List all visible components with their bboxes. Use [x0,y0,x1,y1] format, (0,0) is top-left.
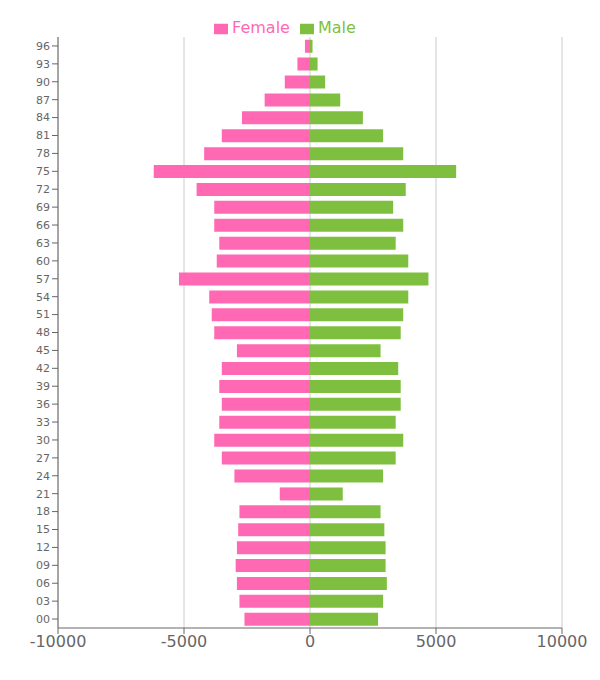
svg-text:54: 54 [36,291,50,304]
svg-text:24: 24 [36,470,50,483]
svg-text:0: 0 [305,632,315,651]
svg-text:90: 90 [36,76,50,89]
svg-text:00: 00 [36,613,50,626]
svg-text:36: 36 [36,398,50,411]
html-text:Male: Male [318,18,356,37]
svg-text:63: 63 [36,237,50,250]
svg-text:33: 33 [36,416,50,429]
svg-text:60: 60 [36,255,50,268]
svg-text:30: 30 [36,434,50,447]
svg-text:66: 66 [36,219,50,232]
svg-text:72: 72 [36,183,50,196]
svg-text:12: 12 [36,541,50,554]
svg-text:75: 75 [36,165,50,178]
svg-text:10000: 10000 [537,632,588,651]
svg-text:39: 39 [36,380,50,393]
svg-text:51: 51 [36,308,50,321]
svg-text:69: 69 [36,201,50,214]
svg-text:09: 09 [36,559,50,572]
svg-text:87: 87 [36,94,50,107]
svg-text:27: 27 [36,452,50,465]
svg-text:93: 93 [36,58,50,71]
svg-text:42: 42 [36,362,50,375]
svg-text:45: 45 [36,344,50,357]
svg-text:5000: 5000 [416,632,457,651]
html-text:Female: Female [232,18,290,37]
svg-text:78: 78 [36,147,50,160]
svg-text:96: 96 [36,40,50,53]
svg-text:84: 84 [36,111,50,124]
svg-text:-5000: -5000 [161,632,208,651]
svg-text:18: 18 [36,505,50,518]
svg-text:21: 21 [36,488,50,501]
svg-text:-10000: -10000 [30,632,87,651]
svg-text:81: 81 [36,129,50,142]
svg-text:15: 15 [36,523,50,536]
svg-text:57: 57 [36,273,50,286]
svg-text:48: 48 [36,326,50,339]
svg-text:06: 06 [36,577,50,590]
svg-text:03: 03 [36,595,50,608]
